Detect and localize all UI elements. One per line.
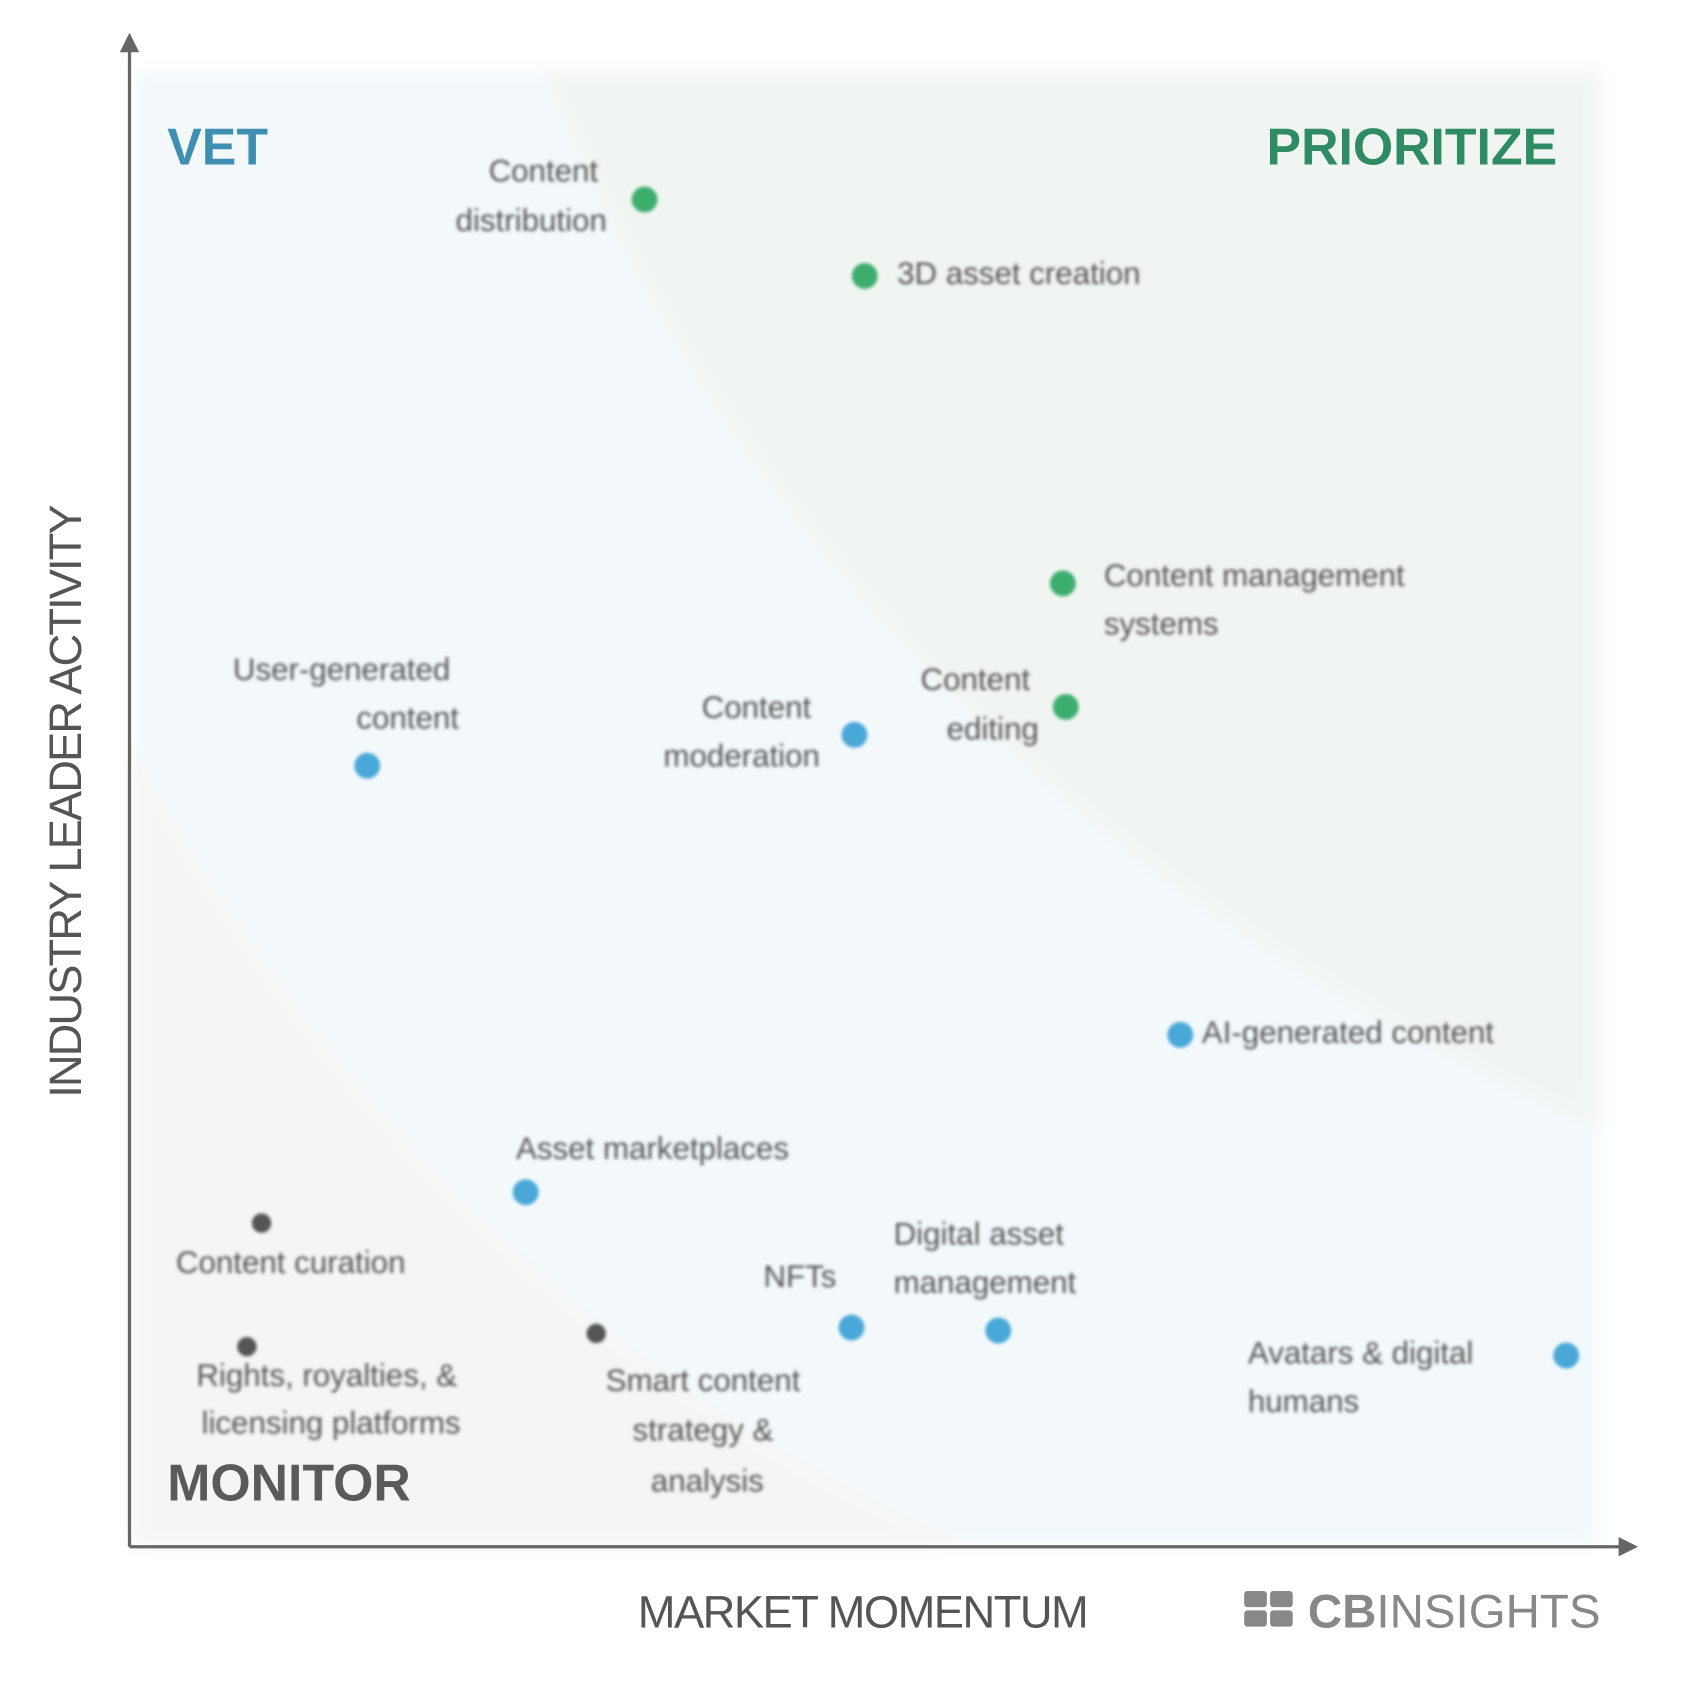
label-line: Content curation [176, 1245, 406, 1280]
point [1052, 693, 1079, 720]
point-label: Smart content strategy & analysis [606, 1363, 809, 1498]
point-label: Content moderation [663, 690, 820, 774]
label-line: systems [1104, 607, 1219, 642]
point-label: Content curation [176, 1245, 406, 1280]
logo-icon [1270, 1610, 1293, 1627]
label-line: 3D asset creation [897, 256, 1140, 291]
x-axis-label: MARKET MOMENTUM [638, 1587, 1089, 1638]
label-line: Content [921, 662, 1039, 697]
label-line: Content management [1104, 558, 1414, 593]
logo-text: CBINSIGHTS [1308, 1586, 1601, 1639]
logo-icon [1244, 1590, 1267, 1608]
point-label: User-generated content [233, 652, 459, 736]
logo-part: INSIGHTS [1376, 1586, 1600, 1639]
point-label: Asset marketplaces [516, 1132, 789, 1167]
point-label: Content editing [921, 662, 1039, 747]
label-line: Avatars & digital [1248, 1336, 1482, 1371]
monitor-area [131, 744, 972, 1547]
x-axis-arrow [1618, 1537, 1639, 1557]
label-line: editing [947, 712, 1039, 747]
point-label: Content distribution [456, 154, 607, 239]
label-line: management [894, 1265, 1077, 1300]
point [586, 1323, 606, 1344]
point [985, 1317, 1012, 1344]
label-line: User-generated [233, 652, 459, 687]
label-line: content [356, 701, 459, 736]
label-line: Rights, royalties, & [196, 1358, 465, 1393]
label-line: strategy & [633, 1413, 783, 1448]
point [251, 1213, 272, 1233]
label-line: analysis [651, 1464, 764, 1499]
prioritize-area [544, 70, 1600, 1129]
label-line: distribution [456, 203, 607, 238]
quadrant-label: VET [167, 117, 268, 175]
logo: CBINSIGHTS [1244, 1586, 1601, 1639]
y-axis-arrow [119, 32, 140, 53]
point [1553, 1342, 1580, 1369]
label-line: NFTs [763, 1259, 836, 1294]
point [841, 721, 868, 748]
quadrant-label: PRIORITIZE [1267, 117, 1558, 175]
logo-part: CB [1308, 1586, 1377, 1639]
label-line: Asset marketplaces [516, 1132, 789, 1167]
point-label: NFTs [763, 1259, 836, 1294]
axes [119, 32, 1639, 1557]
label-line: moderation [663, 739, 820, 774]
label-line: Content [702, 690, 820, 725]
plot: Content distribution 3D asset creation Con… [176, 154, 1580, 1499]
quadrant-backgrounds [131, 70, 1600, 1547]
logo-icon [1244, 1610, 1267, 1627]
point-label: AI-generated content [1202, 1015, 1494, 1050]
point-label: Avatars & digital humans [1248, 1336, 1482, 1420]
point-label: 3D asset creation [897, 256, 1140, 291]
point-label: Rights, royalties, & licensing platforms [196, 1358, 465, 1440]
label-line: AI-generated content [1202, 1015, 1494, 1050]
label-line: Smart content [606, 1363, 809, 1398]
point-label: Digital asset management [894, 1217, 1077, 1301]
point [851, 263, 878, 289]
label-line: licensing platforms [202, 1406, 461, 1441]
y-axis-label: INDUSTRY LEADER ACTIVITY [40, 504, 91, 1097]
point [237, 1336, 257, 1357]
label-line: Digital asset [894, 1217, 1073, 1252]
point [354, 752, 381, 779]
point [512, 1179, 539, 1206]
quadrant-label: MONITOR [167, 1453, 411, 1511]
point-label: Content management systems [1104, 558, 1414, 642]
logo-icon [1270, 1590, 1293, 1608]
label-line: Content [489, 154, 607, 189]
label-line: humans [1248, 1384, 1359, 1419]
point [631, 186, 658, 213]
point [1167, 1021, 1194, 1048]
point [1049, 570, 1076, 597]
point [838, 1314, 865, 1341]
